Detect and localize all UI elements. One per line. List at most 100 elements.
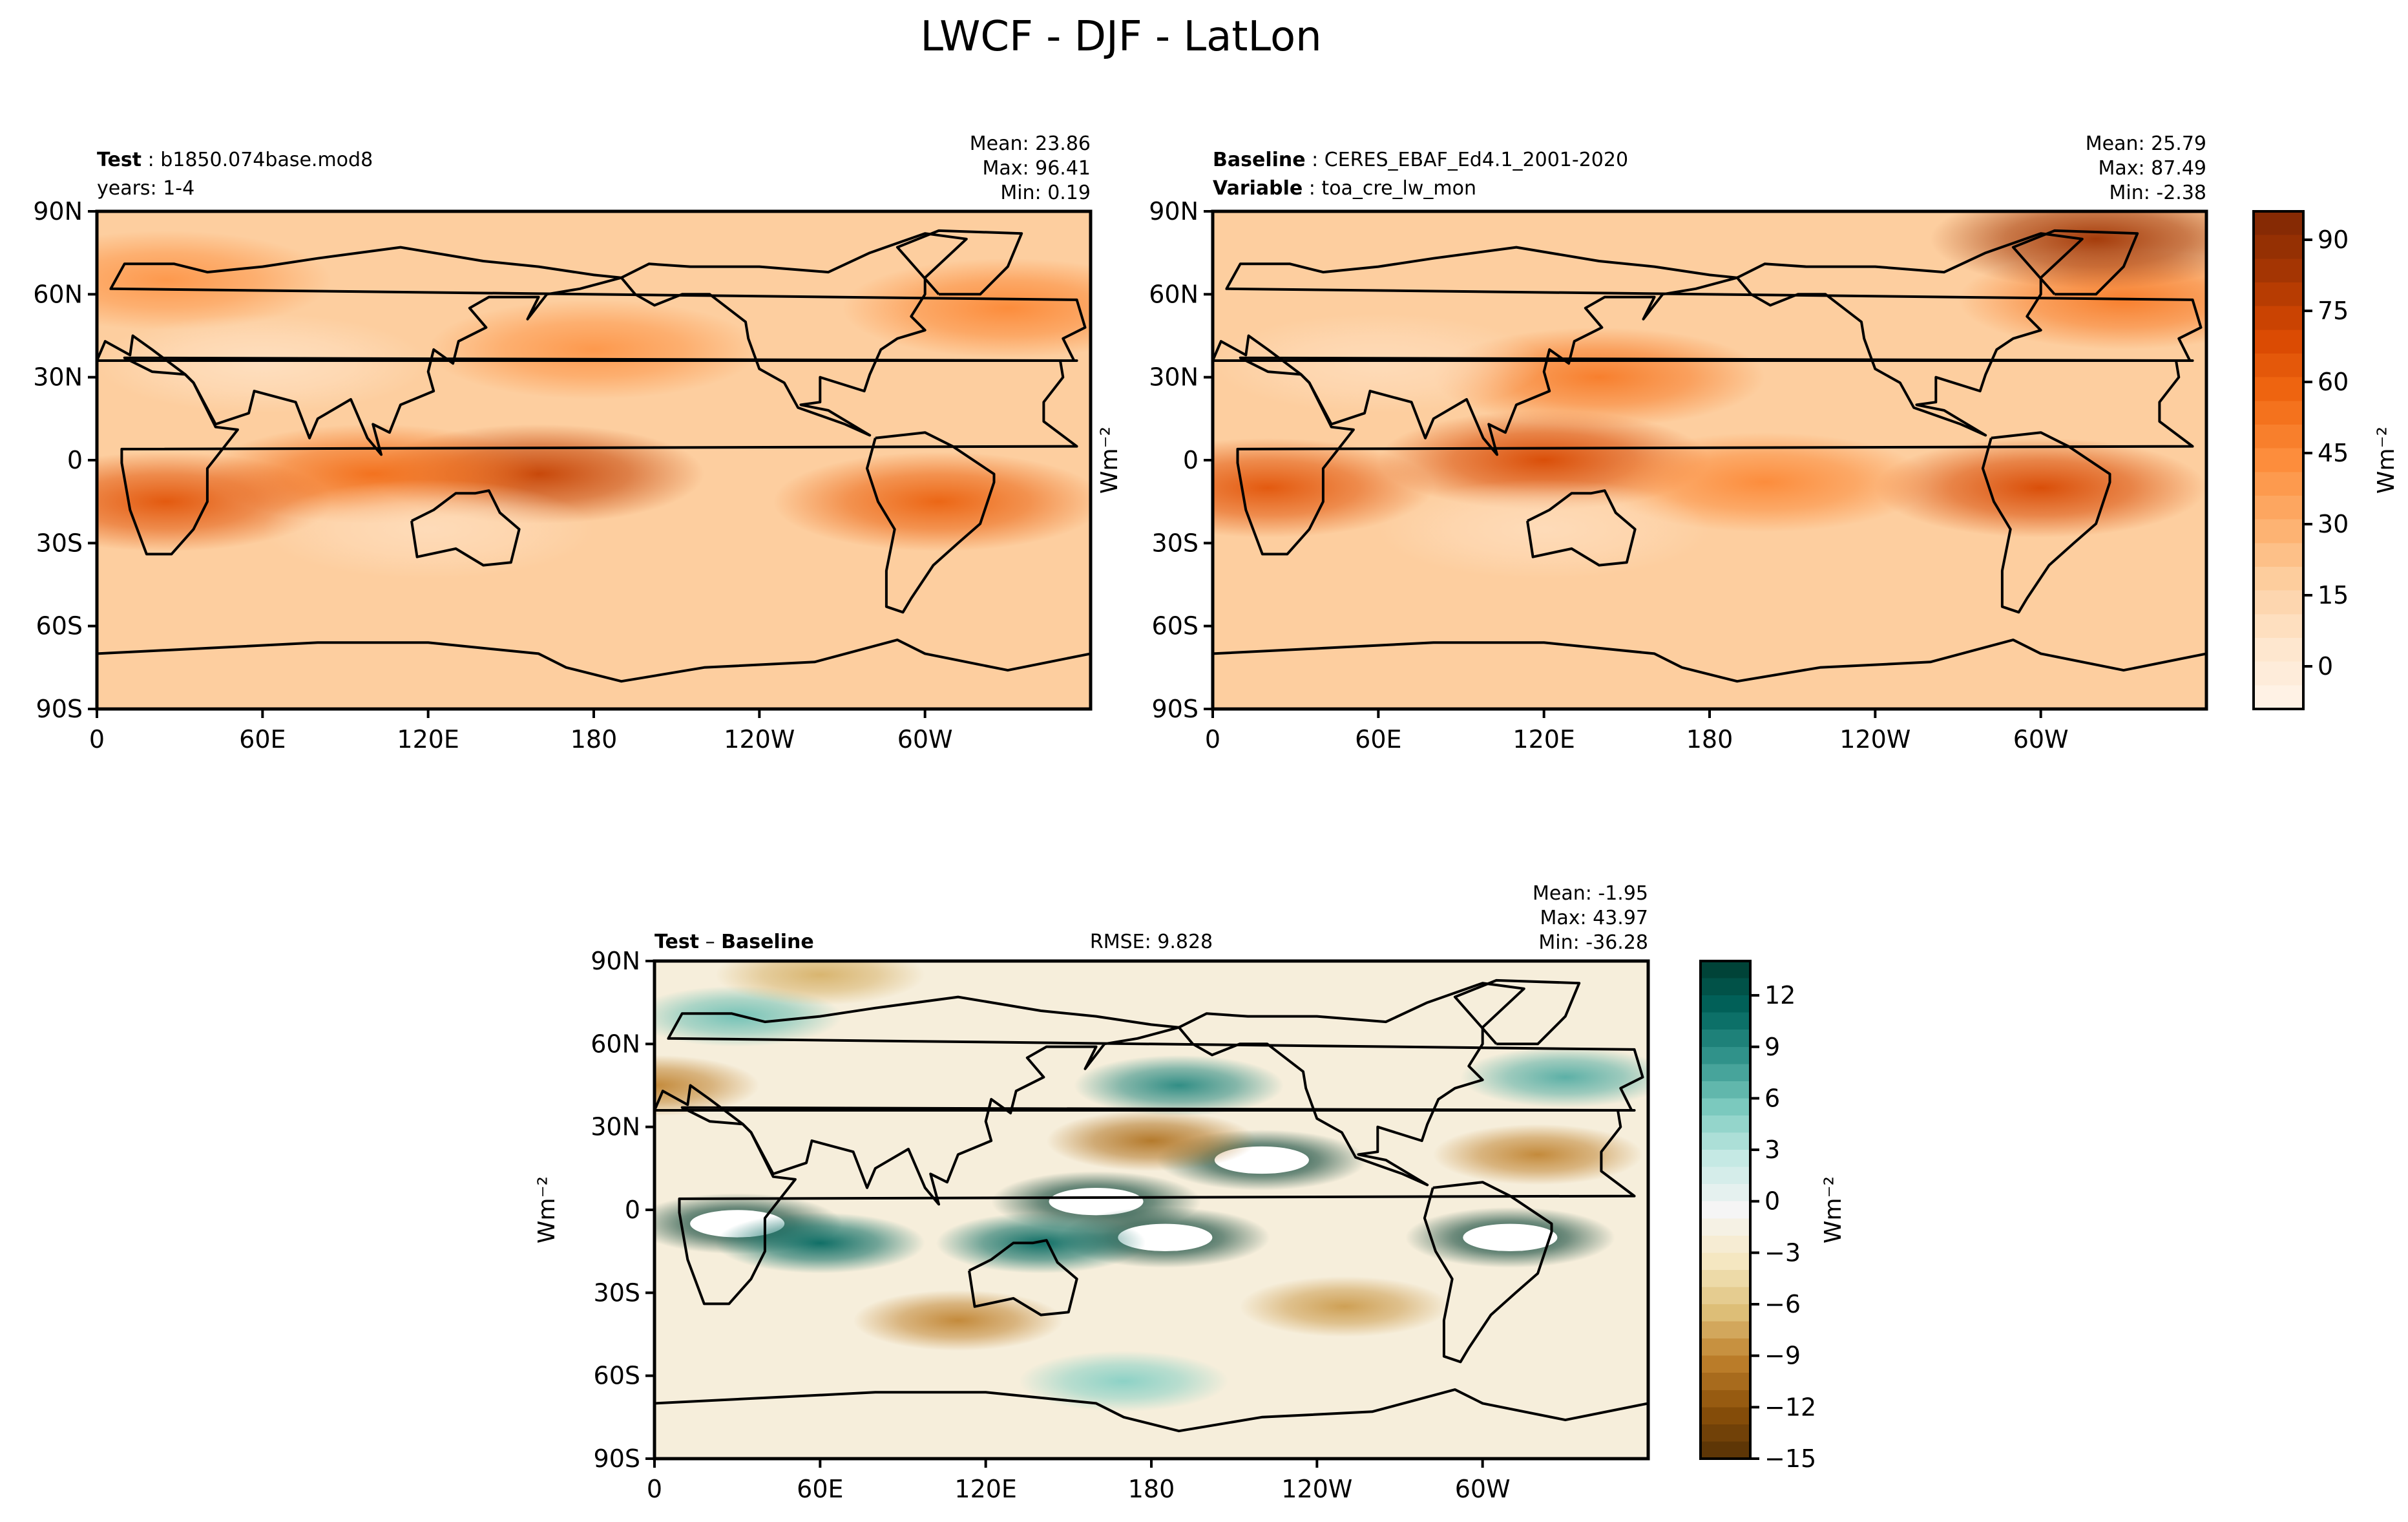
rmse-label: RMSE: 9.828	[1090, 931, 1213, 953]
map-panel-baseline: 0 60E 120E 180 120W 60W 90N 60N 30N 0 30S 60S 90S Bas…	[1096, 132, 2208, 754]
coastline	[654, 995, 1644, 1206]
y-tick-label: 30S	[1152, 529, 1199, 557]
x-tick-label: 120E	[954, 1475, 1017, 1503]
x-tick-label: 60E	[1355, 725, 1401, 754]
coastline	[1213, 639, 2206, 709]
x-tick-label: 60W	[1455, 1475, 1511, 1503]
coastline	[1453, 978, 1581, 1046]
field-feature	[1930, 211, 2206, 289]
map-field-diff	[654, 961, 1648, 1459]
y-tick-label: 60S	[1152, 612, 1199, 640]
field-feature	[1018, 1351, 1229, 1412]
field-feature	[773, 452, 1091, 552]
field-feature	[842, 258, 1091, 358]
coastline	[1981, 431, 2111, 614]
field-feature	[1213, 313, 1544, 414]
coastline	[866, 431, 996, 614]
coastline	[1423, 1181, 1553, 1364]
colorbar-tick-label: −6	[1764, 1290, 1801, 1318]
coastline	[410, 489, 521, 567]
map-panel-diff: 0 60E 120E 180 120W 60W 90N 60N 30N 0 30S 60S 90S Tes…	[534, 882, 1650, 1503]
colorbar-tick-label: −3	[1764, 1238, 1801, 1267]
field-feature	[1046, 1110, 1257, 1172]
coastlines	[654, 978, 1648, 1459]
colorbar-tick-label: 60	[2318, 368, 2349, 396]
x-tick-label: 120E	[397, 725, 459, 754]
colorbar-unit-label: Wm⁻²	[1820, 1176, 1847, 1243]
colorbar-tick-label: 3	[1764, 1136, 1780, 1164]
x-tick-label: 120W	[1839, 725, 1911, 754]
y-tick-label: 90N	[33, 197, 83, 226]
y-tick-label: 0	[67, 446, 83, 474]
x-tick-label: 120E	[1513, 725, 1575, 754]
figure-title: LWCF - DJF - LatLon	[920, 13, 1321, 61]
colorbar-tick-label: −15	[1764, 1444, 1816, 1473]
x-tick-label: 0	[647, 1475, 662, 1503]
coastline	[2011, 229, 2139, 296]
y-tick-label: 90S	[36, 695, 83, 723]
coastline	[968, 1239, 1078, 1316]
colorbar-tick-label: 0	[2318, 652, 2333, 681]
diff-colorbar: 12 9 6 3 0 −3 −6 −9 −12 −15 Wm⁻²	[1699, 960, 1847, 1473]
colorbar-bar	[2252, 210, 2305, 710]
y-tick-label: 60N	[33, 280, 83, 308]
stat-line: Mean: -1.95	[1533, 882, 1648, 905]
field-feature	[715, 961, 925, 1006]
panel-caption: Test : b1850.074base.mod8	[97, 149, 373, 171]
field-feature	[936, 1212, 1146, 1274]
coastline	[1236, 356, 2194, 556]
field-feature	[1239, 1276, 1450, 1337]
y-tick-label: 30N	[1149, 363, 1199, 392]
y-tick-label: 60N	[1149, 280, 1199, 308]
y-tick-label: 90S	[1152, 695, 1199, 723]
map-panel-test: 0 60E 120E 180 120W 60W 90N 60N 30N 0 30S 60S 90S Tes…	[33, 132, 1093, 754]
colorbar-tick-label: 0	[1764, 1187, 1780, 1216]
colorbar-tick-label: −12	[1764, 1393, 1816, 1421]
x-tick-label: 0	[1205, 725, 1220, 754]
colorbar-tick-label: 12	[1764, 981, 1796, 1009]
coastline	[654, 1388, 1648, 1459]
colorbar-tick-label: 45	[2318, 439, 2349, 467]
colorbar-tick-label: −9	[1764, 1342, 1801, 1370]
coastline	[97, 639, 1091, 709]
stat-line: Max: 87.49	[2098, 157, 2206, 180]
colorbar-tick-label: 90	[2318, 226, 2349, 254]
field-feature	[1378, 479, 1710, 579]
field-feature	[1460, 1046, 1648, 1108]
y-tick-label: 30N	[591, 1113, 640, 1141]
coastline	[1213, 246, 2203, 456]
coastline	[678, 1106, 1636, 1305]
coastlines	[97, 229, 1091, 709]
stat-line: Max: 43.97	[1540, 907, 1648, 929]
stat-line: Min: 0.19	[1000, 182, 1091, 204]
x-tick-label: 120W	[724, 725, 795, 754]
panel-caption: Variable : toa_cre_lw_mon	[1213, 177, 1476, 200]
y-tick-label: 90N	[591, 947, 640, 975]
coastline	[620, 232, 968, 437]
x-tick-label: 180	[1128, 1475, 1175, 1503]
stat-line: Mean: 23.86	[970, 132, 1091, 155]
field-feature	[97, 230, 332, 330]
y-tick-label: 60S	[594, 1362, 640, 1390]
panel-caption: years: 1-4	[97, 177, 194, 200]
colorbar-tick-label: 30	[2318, 510, 2349, 538]
panel-caption: Baseline : CERES_EBAF_Ed4.1_2001-2020	[1213, 149, 1628, 171]
x-tick-label: 120W	[1281, 1475, 1352, 1503]
field-feature	[1432, 1124, 1643, 1185]
colorbar-unit-label: Wm⁻²	[2373, 427, 2400, 494]
x-tick-label: 60W	[897, 725, 953, 754]
coastline	[97, 246, 1087, 456]
x-tick-label: 60E	[797, 1475, 843, 1503]
out-of-range-region	[1049, 1187, 1144, 1216]
coastline	[120, 356, 1078, 556]
coastline	[1736, 232, 2084, 437]
field-feature	[715, 1212, 925, 1274]
coastline	[1526, 489, 1637, 567]
colorbar-bar	[1699, 960, 1752, 1460]
stat-line: Min: -2.38	[2110, 182, 2207, 204]
lwcf-colorbar: 0 15 30 45 60 75 90 Wm⁻²	[2252, 210, 2400, 710]
field-feature	[428, 299, 760, 399]
stat-line: Mean: 25.79	[2086, 132, 2206, 155]
field-feature	[853, 1290, 1063, 1351]
